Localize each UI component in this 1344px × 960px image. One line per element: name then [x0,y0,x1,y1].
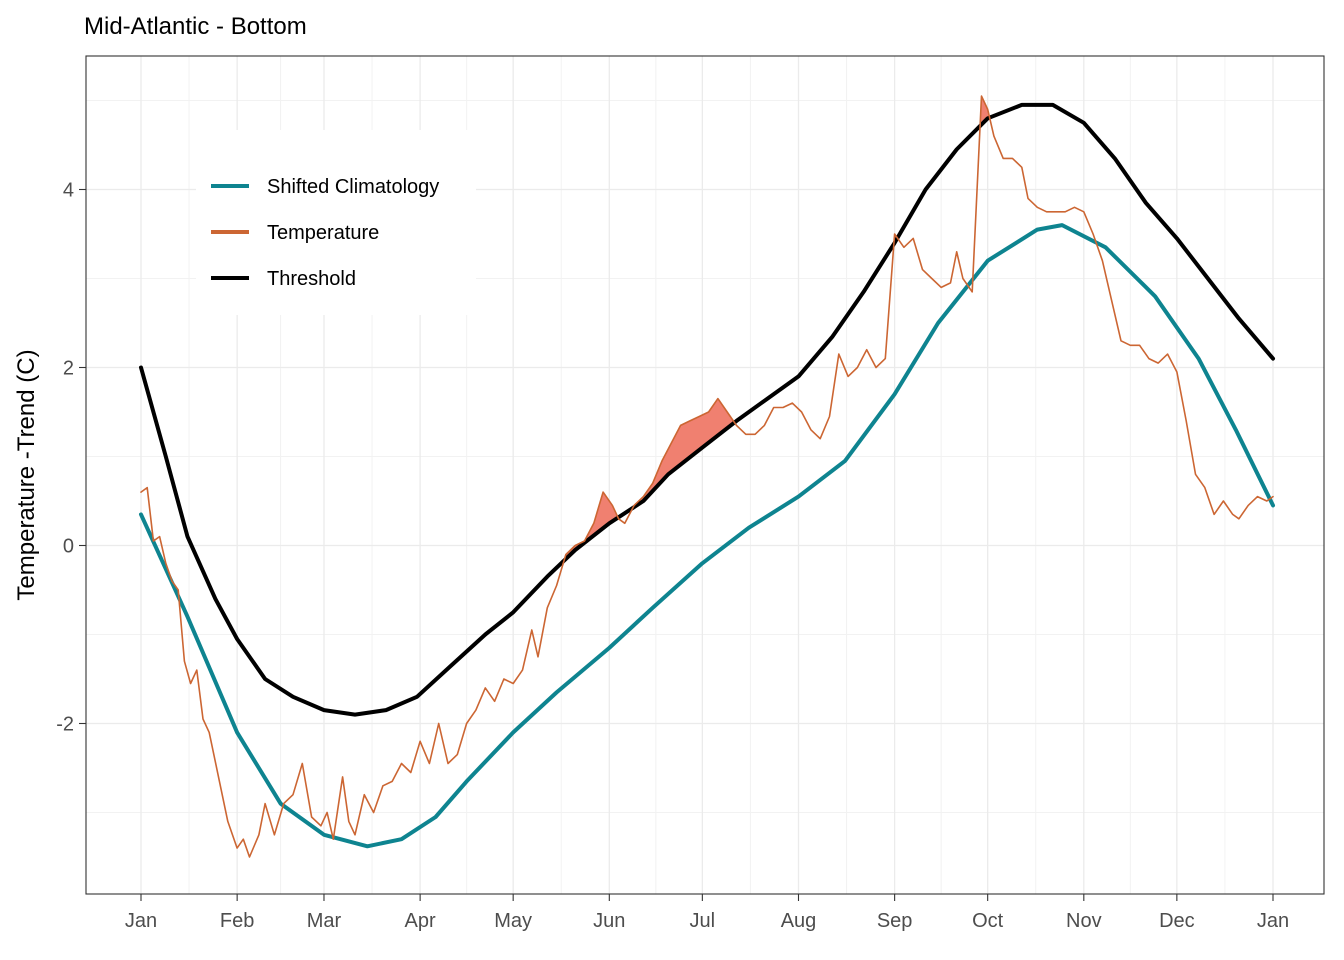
series-line-threshold [139,102,1275,717]
x-axis: Jan Feb Mar Apr May Jun Jul Aug Sep Oct Nov Dec Jan [125,894,1289,932]
event-areas [564,96,990,561]
grid [86,56,1324,894]
legend: Shifted Climatology Temperature Threshol… [196,130,476,315]
y-tick-label: -2 [56,714,74,736]
x-tick-label: Jun [593,910,625,932]
chart-title: Mid-Atlantic - Bottom [84,13,307,40]
legend-label-shifted-climatology: Shifted Climatology [267,176,439,198]
x-tick-label: Apr [405,910,436,932]
x-tick-label: Sep [877,910,913,932]
panel-border [85,55,1325,895]
legend-background [196,130,476,315]
x-tick-label: Oct [972,910,1004,932]
heatwave-event-area [564,492,618,561]
series-lines [139,95,1275,858]
y-axis-title: Temperature -Trend (C) [13,349,40,600]
x-tick-label: Mar [307,910,342,932]
x-tick-label: Feb [220,910,254,932]
series-line-climatology [139,223,1275,849]
x-tick-label: Nov [1066,910,1102,932]
y-tick-label: 4 [63,180,74,202]
y-axis: -2 0 2 4 [56,180,86,736]
heatwave-event-area [633,398,735,508]
legend-label-threshold: Threshold [267,268,356,290]
legend-label-temperature: Temperature [267,222,379,244]
x-tick-label: Jan [125,910,157,932]
y-tick-label: 0 [63,536,74,558]
x-tick-label: May [494,910,532,932]
x-tick-label: Jul [690,910,716,932]
y-tick-label: 2 [63,358,74,380]
x-tick-label: Jan [1257,910,1289,932]
x-tick-label: Dec [1159,910,1195,932]
x-tick-label: Aug [781,910,817,932]
series-line-temperature [140,95,1274,858]
